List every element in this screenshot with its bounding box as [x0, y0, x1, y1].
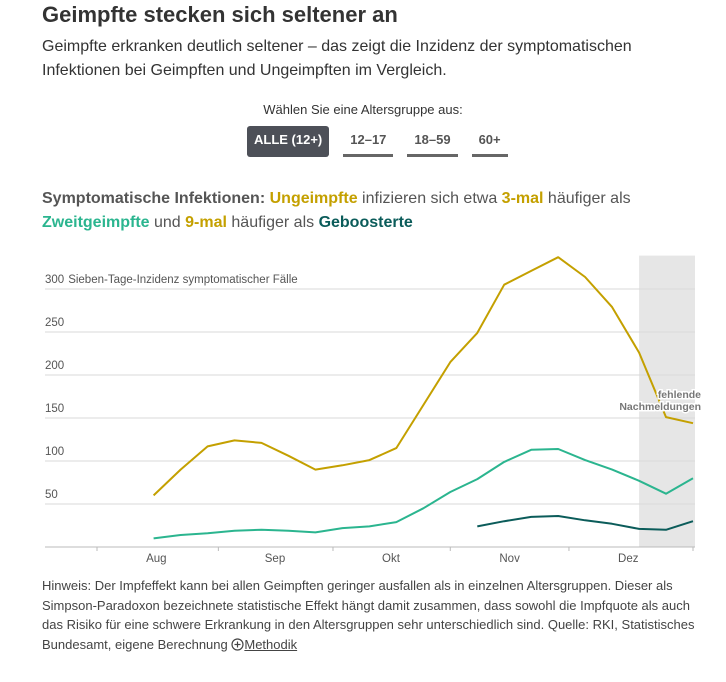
- method-link-text[interactable]: Methodik: [244, 636, 298, 652]
- plus-icon: [231, 637, 244, 651]
- method-link[interactable]: Methodik: [231, 637, 297, 652]
- headline-part: häufiger als: [226, 214, 319, 231]
- headline: Symptomatische Infektionen: Ungeimpfte i…: [42, 187, 702, 235]
- x-tick-label: Dez: [618, 553, 639, 565]
- title: Geimpfte stecken sich seltener an: [42, 2, 398, 27]
- headline-part: 9-mal: [185, 214, 227, 231]
- note-text: Hinweis: Der Impfeffekt kann bei allen G…: [42, 578, 695, 652]
- chart: 50 100 150 200 250 300 Sieben-Tage-Inzidenz sy…: [45, 255, 703, 565]
- headline-part: infizieren sich etwa: [357, 190, 502, 207]
- headline-part: Zweitgeimpfte: [42, 214, 150, 231]
- headline-part: Ungeimpfte: [269, 190, 358, 207]
- series-line: [477, 515, 694, 531]
- series-line: [153, 448, 694, 540]
- y-tick-label: 50: [45, 489, 58, 501]
- y-axis-label: Sieben-Tage-Inzidenz symptomatischer Fäl…: [68, 274, 297, 286]
- selector-prompt: Wählen Sie eine Altersgruppe aus:: [263, 102, 463, 117]
- y-tick-label: 200: [45, 360, 64, 372]
- y-tick-label: 250: [45, 317, 64, 329]
- headline-part: 3-mal: [501, 190, 544, 207]
- x-tick-label: Sep: [265, 553, 285, 565]
- headline-part: Symptomatische Infektionen:: [42, 190, 266, 207]
- shade-annotation: fehlende Nachmeldungen: [619, 389, 701, 413]
- subtitle: Geimpfte erkranken deutlich seltener – d…: [42, 38, 632, 79]
- shade: [639, 255, 695, 547]
- y-tick-label: 100: [45, 446, 64, 458]
- series-line: [152, 256, 694, 497]
- headline-part: Geboosterte: [318, 214, 413, 231]
- age-button[interactable]: 18–59: [407, 126, 458, 157]
- x-tick-label: Nov: [499, 553, 520, 565]
- age-button[interactable]: 12–17: [343, 126, 394, 157]
- headline-part: und: [149, 214, 186, 231]
- headline-part: häufiger als: [543, 190, 631, 207]
- x-tick-label: Okt: [382, 553, 401, 565]
- age-button[interactable]: ALLE (12+): [247, 126, 330, 157]
- x-tick-label: Aug: [146, 553, 166, 565]
- age-selector: ALLE (12+) 12–17 18–59 60+: [247, 126, 508, 157]
- footnote: Hinweis: Der Impfeffekt kann bei allen G…: [42, 576, 712, 654]
- y-tick-label: 150: [45, 403, 64, 415]
- y-tick-label: 300: [45, 274, 64, 286]
- age-button[interactable]: 60+: [471, 126, 508, 157]
